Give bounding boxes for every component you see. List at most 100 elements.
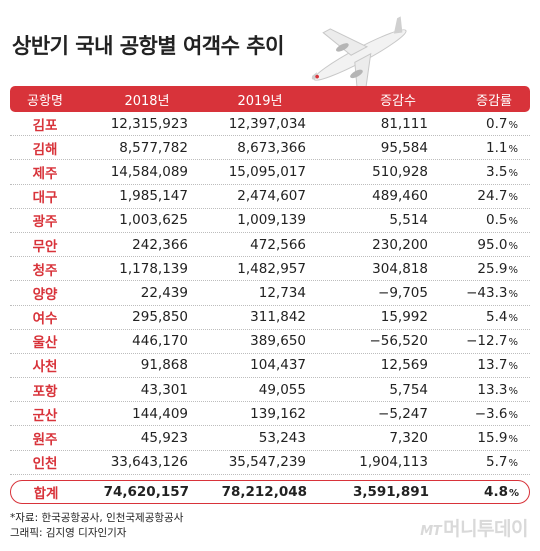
value-2018: 242,366	[132, 236, 188, 253]
value-rate: 5.4%	[428, 309, 518, 325]
table-row: 여수 295,850 311,842 15,992 5.4%	[10, 306, 530, 330]
percent-unit: %	[508, 216, 518, 228]
total-2018: 74,620,157	[103, 483, 189, 500]
table-row: 포항 43,301 49,055 5,754 13.3%	[10, 378, 530, 403]
value-2019: 139,162	[250, 405, 306, 422]
airport-name: 울산	[32, 335, 58, 352]
rate-number: −3.6	[474, 405, 508, 422]
value-diff: 230,200	[372, 236, 428, 253]
value-diff: 12,569	[380, 357, 428, 374]
value-rate: 15.9%	[428, 430, 518, 446]
airport-name: 사천	[32, 359, 58, 376]
percent-unit: %	[508, 434, 518, 446]
value-diff: 81,111	[380, 115, 428, 132]
value-diff: 304,818	[372, 260, 428, 277]
airport-name: 인천	[32, 456, 58, 473]
rate-number: 3.5	[486, 163, 508, 180]
value-2018: 8,577,782	[119, 139, 188, 156]
percent-unit: %	[508, 240, 518, 252]
value-rate: −3.6%	[428, 406, 518, 422]
rate-number: 95.0	[477, 236, 508, 253]
value-2019: 12,397,034	[228, 115, 306, 132]
table-header: 공항명 2018년 2019년 증감수 증감률	[10, 86, 530, 112]
value-rate: 1.1%	[428, 140, 518, 156]
value-rate: −12.7%	[428, 333, 518, 349]
table-row: 군산 144,409 139,162 −5,247 −3.6%	[10, 402, 530, 427]
value-rate: 5.7%	[428, 454, 518, 470]
value-2019: 472,566	[250, 236, 306, 253]
value-2019: 1,482,957	[237, 260, 306, 277]
value-2018: 45,923	[140, 430, 188, 447]
percent-unit: %	[508, 264, 518, 276]
chart-title: 상반기 국내 공항별 여객수 추이	[12, 34, 284, 58]
value-2019: 12,734	[258, 284, 306, 301]
rate-number: 24.7	[477, 188, 508, 205]
value-2018: 1,985,147	[119, 188, 188, 205]
airport-name: 청주	[32, 262, 58, 279]
value-2019: 15,095,017	[228, 163, 306, 180]
total-2019: 78,212,048	[221, 483, 307, 500]
total-row: 합계 74,620,157 78,212,048 3,591,891 4.8%	[10, 479, 530, 504]
value-2018: 1,003,625	[119, 212, 188, 229]
value-diff: 5,514	[389, 212, 428, 229]
header-diff: 증감수	[380, 93, 416, 109]
percent-unit: %	[508, 385, 518, 397]
logo-name: 머니투데이	[443, 518, 528, 540]
value-2019: 104,437	[250, 357, 306, 374]
value-2019: 389,650	[250, 333, 306, 350]
source-note: *자료: 한국공항공사, 인천국제공항공사	[10, 512, 184, 524]
percent-unit: %	[508, 458, 518, 470]
airport-name: 원주	[32, 432, 58, 449]
airport-name: 광주	[32, 214, 58, 231]
table-row: 사천 91,868 104,437 12,569 13.7%	[10, 354, 530, 379]
header-airport: 공항명	[27, 93, 63, 109]
percent-unit: %	[508, 361, 518, 373]
value-rate: −43.3%	[428, 285, 518, 301]
airport-name: 제주	[32, 165, 58, 182]
rate-number: 13.3	[477, 381, 508, 398]
percent-unit: %	[508, 409, 518, 421]
value-rate: 13.3%	[428, 382, 518, 398]
table-row: 무안 242,366 472,566 230,200 95.0%	[10, 233, 530, 258]
rate-number: 5.7	[486, 454, 508, 471]
percent-unit: %	[508, 313, 518, 325]
value-2019: 49,055	[258, 381, 306, 398]
table-row: 광주 1,003,625 1,009,139 5,514 0.5%	[10, 209, 530, 233]
percent-unit: %	[508, 119, 518, 131]
value-diff: 5,754	[389, 381, 428, 398]
airport-name: 무안	[32, 238, 58, 255]
value-rate: 0.7%	[428, 116, 518, 132]
value-2018: 295,850	[132, 309, 188, 326]
airport-name: 여수	[32, 311, 58, 328]
table-row: 청주 1,178,139 1,482,957 304,818 25.9%	[10, 257, 530, 282]
footer: *자료: 한국공항공사, 인천국제공항공사 그래픽: 김지영 디자인기자	[10, 511, 183, 541]
value-rate: 24.7%	[428, 188, 518, 204]
value-diff: 510,928	[372, 163, 428, 180]
value-2019: 2,474,607	[237, 188, 306, 205]
rate-number: 1.1	[486, 139, 508, 156]
value-2019: 1,009,139	[237, 212, 306, 229]
percent-unit: %	[508, 192, 518, 204]
airport-name: 대구	[32, 190, 58, 207]
table-row: 제주 14,584,089 15,095,017 510,928 3.5%	[10, 160, 530, 185]
percent-unit: %	[508, 167, 518, 179]
value-diff: 489,460	[372, 188, 428, 205]
value-diff: −5,247	[378, 405, 428, 422]
rate-number: −43.3	[466, 284, 508, 301]
value-2019: 311,842	[250, 309, 306, 326]
value-diff: −9,705	[378, 284, 428, 301]
value-diff: 1,904,113	[359, 454, 428, 471]
value-rate: 13.7%	[428, 357, 518, 373]
value-diff: 15,992	[380, 309, 428, 326]
value-diff: −56,520	[369, 333, 428, 350]
airport-name: 군산	[32, 407, 58, 424]
value-2018: 12,315,923	[110, 115, 188, 132]
value-rate: 3.5%	[428, 164, 518, 180]
header-2018: 2018년	[124, 93, 170, 109]
value-2019: 53,243	[258, 430, 306, 447]
rate-number: 25.9	[477, 260, 508, 277]
airport-name: 포항	[32, 383, 58, 400]
value-2018: 1,178,139	[119, 260, 188, 277]
passenger-table: 공항명 2018년 2019년 증감수 증감률 김포 12,315,923 12,3…	[10, 86, 530, 504]
value-2018: 446,170	[132, 333, 188, 350]
